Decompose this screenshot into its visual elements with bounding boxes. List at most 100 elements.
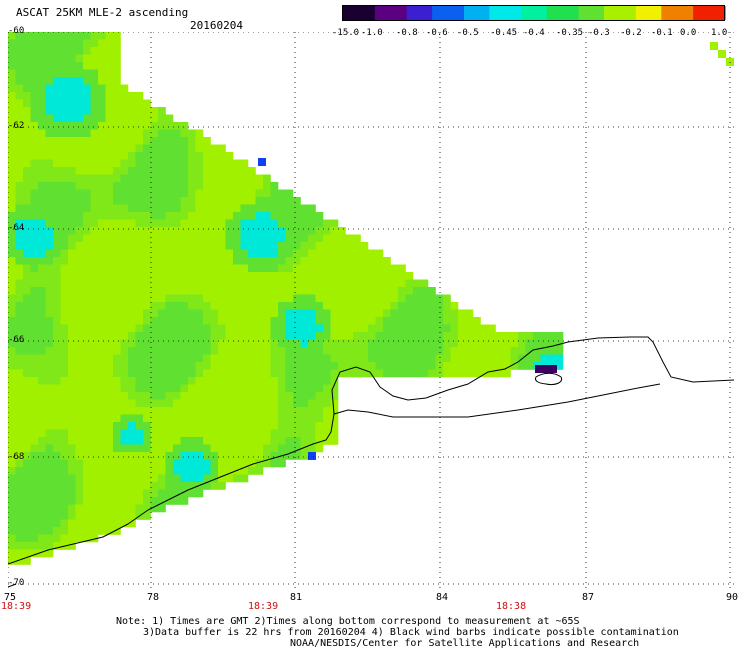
swath-pixel	[8, 257, 16, 265]
swath-pixel	[165, 369, 174, 378]
swath-pixel	[270, 249, 279, 258]
swath-pixel	[105, 527, 114, 535]
swath-pixel	[8, 414, 16, 423]
swath-pixel	[53, 384, 61, 393]
swath-pixel	[278, 279, 286, 288]
swath-pixel	[45, 504, 54, 513]
swath-pixel	[23, 242, 31, 250]
swath-pixel	[315, 422, 324, 430]
note-line-3: NOAA/NESDIS/Center for Satellite Applica…	[290, 638, 640, 649]
swath-pixel	[315, 227, 324, 235]
swath-pixel	[285, 392, 294, 400]
swath-pixel	[60, 152, 69, 160]
swath-pixel	[323, 354, 331, 363]
swath-pixel	[75, 399, 84, 408]
swath-pixel	[38, 414, 46, 423]
swath-pixel	[180, 489, 189, 498]
swath-pixel	[330, 347, 339, 355]
swath-pixel	[218, 347, 226, 355]
swath-pixel	[150, 197, 159, 205]
swath-pixel	[255, 369, 264, 378]
swath-pixel	[203, 392, 211, 400]
swath-pixel	[263, 317, 271, 325]
swath-pixel	[128, 437, 136, 445]
swath-pixel	[315, 324, 324, 333]
swath-pixel	[83, 444, 91, 453]
swath-pixel	[240, 249, 249, 258]
swath-pixel	[113, 302, 121, 310]
swath-pixel	[330, 227, 339, 235]
swath-pixel	[158, 219, 166, 228]
swath-pixel	[180, 249, 189, 258]
swath-pixel	[23, 414, 31, 423]
swath-pixel	[390, 369, 399, 378]
swath-pixel	[45, 459, 54, 468]
swath-pixel	[203, 362, 211, 370]
swath-pixel	[120, 167, 129, 175]
swath-pixel	[270, 437, 279, 445]
swath-pixel	[75, 174, 84, 183]
swath-pixel	[548, 347, 556, 355]
swath-pixel	[195, 144, 204, 153]
swath-pixel	[23, 272, 31, 280]
swath-pixel	[210, 482, 219, 490]
colorbar-swatch	[674, 6, 682, 20]
swath-pixel	[480, 324, 489, 333]
swath-pixel	[203, 437, 211, 445]
colorbar-label-5: -0.45	[490, 28, 518, 38]
swath-pixel	[105, 92, 114, 100]
swath-pixel	[218, 234, 226, 243]
swath-pixel	[278, 347, 286, 355]
swath-pixel	[143, 437, 151, 445]
swath-pixel	[53, 354, 61, 363]
swath-pixel	[90, 129, 99, 138]
swath-pixel	[128, 459, 136, 468]
swath-pixel	[165, 497, 174, 505]
swath-pixel	[285, 384, 294, 393]
swath-pixel	[128, 287, 136, 295]
swath-pixel	[15, 302, 24, 310]
swath-pixel	[143, 429, 151, 438]
swath-pixel	[173, 219, 181, 228]
swath-pixel	[203, 159, 211, 168]
swath-pixel	[428, 324, 436, 333]
swath-pixel	[248, 392, 256, 400]
swath-pixel	[503, 347, 511, 355]
swath-pixel	[203, 264, 211, 273]
swath-pixel	[465, 369, 474, 378]
swath-pixel	[420, 309, 429, 318]
swath-pixel	[105, 422, 114, 430]
swath-pixel	[135, 234, 144, 243]
swath-pixel	[360, 242, 369, 250]
swath-pixel	[135, 467, 144, 475]
swath-pixel	[330, 332, 339, 340]
swath-pixel	[263, 399, 271, 408]
swath-pixel	[293, 354, 301, 363]
swath-pixel	[23, 339, 31, 348]
swath-pixel	[105, 242, 114, 250]
swath-pixel	[188, 467, 196, 475]
swath-pixel	[158, 324, 166, 333]
swath-pixel	[345, 279, 354, 288]
colorbar-swatch	[419, 6, 427, 20]
swath-pixel	[8, 294, 16, 303]
swath-pixel	[150, 392, 159, 400]
swath-pixel	[23, 77, 31, 85]
swath-pixel	[158, 144, 166, 153]
swath-pixel	[195, 422, 204, 430]
swath-pixel	[233, 414, 241, 423]
swath-pixel	[218, 152, 226, 160]
swath-pixel	[53, 129, 61, 138]
swath-pixel	[218, 279, 226, 288]
colorbar-swatch	[578, 6, 586, 20]
island-outline	[535, 372, 563, 385]
swath-pixel	[345, 257, 354, 265]
swath-pixel	[38, 122, 46, 130]
swath-pixel	[113, 482, 121, 490]
swath-pixel	[53, 429, 61, 438]
swath-pixel	[128, 294, 136, 303]
swath-pixel	[300, 219, 309, 228]
swath-pixel	[15, 32, 24, 40]
swath-pixel	[540, 339, 549, 348]
swath-pixel	[75, 92, 84, 100]
